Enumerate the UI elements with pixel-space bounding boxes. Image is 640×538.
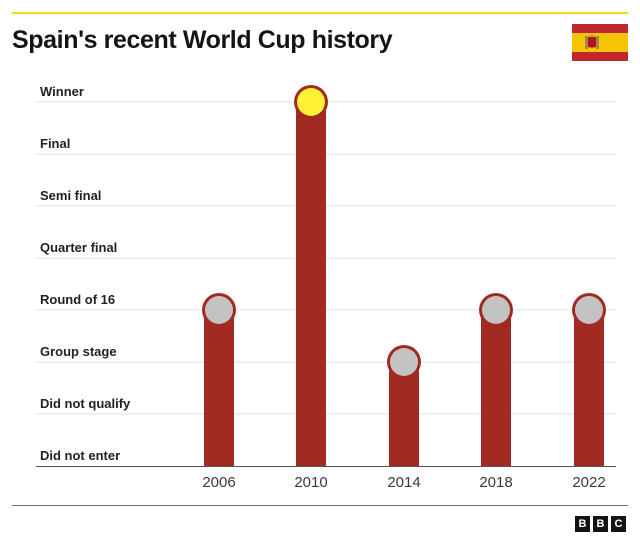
x-tick-label: 2022 — [572, 474, 605, 491]
stage-marker — [205, 296, 233, 324]
y-tick-label: Did not qualify — [40, 396, 131, 411]
y-tick-label: Quarter final — [40, 240, 117, 255]
bbc-logo: B B C — [575, 516, 626, 532]
y-tick-label: Semi final — [40, 188, 101, 203]
y-axis-labels: Did not enter Did not qualify Group stage R… — [40, 84, 131, 463]
x-axis-labels: 2006 2010 2014 2018 2022 — [202, 474, 605, 491]
bar — [204, 310, 234, 466]
bottom-rule — [12, 505, 628, 506]
logo-letter: B — [575, 516, 590, 532]
logo-letter: C — [611, 516, 626, 532]
stage-marker — [575, 296, 603, 324]
y-tick-label: Winner — [40, 84, 84, 99]
world-cup-history-chart: Did not enter Did not qualify Group stage R… — [36, 84, 616, 491]
bars — [204, 102, 604, 466]
x-tick-label: 2010 — [294, 474, 327, 491]
y-tick-label: Final — [40, 136, 70, 151]
y-tick-label: Group stage — [40, 344, 117, 359]
chart-title: Spain's recent World Cup history — [12, 26, 393, 54]
x-tick-label: 2014 — [387, 474, 420, 491]
bar — [296, 102, 326, 466]
y-tick-label: Round of 16 — [40, 292, 115, 307]
x-tick-label: 2018 — [479, 474, 512, 491]
stage-markers — [202, 85, 606, 379]
stage-marker — [482, 296, 510, 324]
x-tick-label: 2006 — [202, 474, 235, 491]
top-accent-rule — [12, 12, 628, 14]
logo-letter: B — [593, 516, 608, 532]
bar — [574, 310, 604, 466]
y-tick-label: Did not enter — [40, 448, 120, 463]
spain-flag-icon — [572, 24, 628, 61]
bar — [481, 310, 511, 466]
stage-marker — [390, 348, 418, 376]
bar — [389, 362, 419, 466]
stage-marker — [297, 88, 325, 116]
